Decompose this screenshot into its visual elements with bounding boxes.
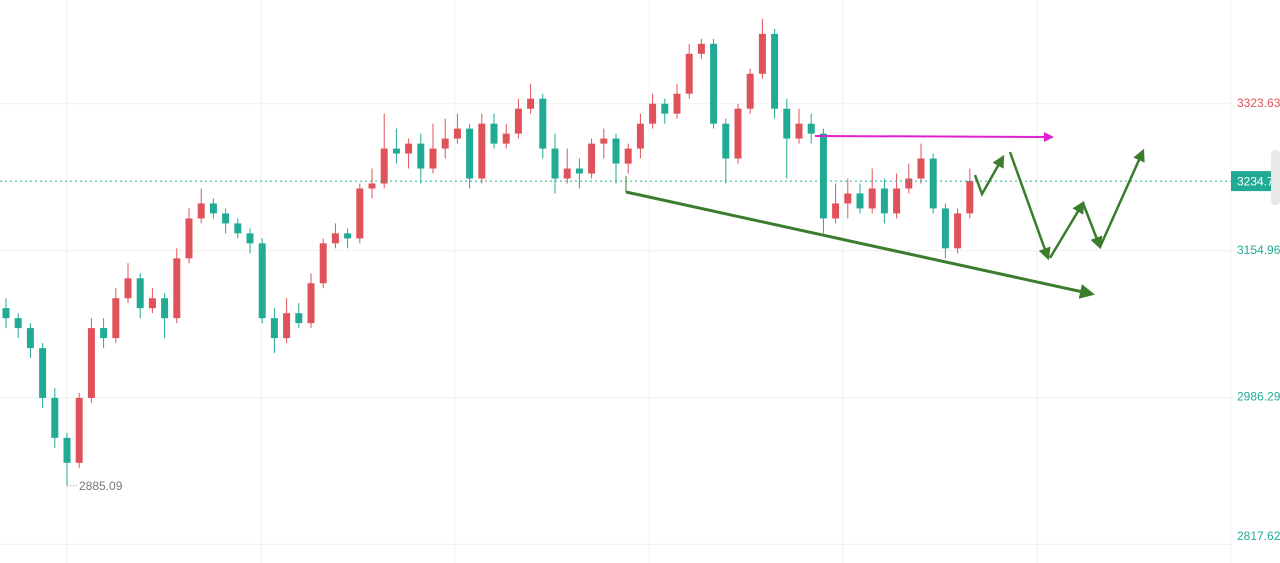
- candle-body: [331, 233, 339, 244]
- candle-body: [63, 437, 71, 463]
- candle-body: [685, 53, 693, 94]
- trend-arrow: [625, 190, 1095, 299]
- last-price-box: [1231, 171, 1280, 192]
- candle-body: [453, 128, 461, 139]
- candle-body: [258, 243, 266, 319]
- candle-body: [832, 203, 840, 219]
- candle-body: [478, 123, 486, 179]
- candle-body: [124, 278, 132, 299]
- candle-body: [917, 158, 925, 179]
- candle-body: [868, 188, 876, 209]
- candle-body: [112, 298, 120, 339]
- candle-body: [588, 143, 596, 174]
- y-tick-label: 3323.63: [1237, 96, 1280, 110]
- candle-body: [441, 138, 449, 149]
- candle-body: [673, 93, 681, 114]
- candle-body: [270, 318, 278, 339]
- candle-body: [722, 123, 730, 159]
- candle-body: [539, 98, 547, 149]
- candle-body: [246, 233, 254, 244]
- candle-body: [161, 298, 169, 319]
- candle-body: [356, 188, 364, 239]
- candle-body: [941, 208, 949, 249]
- candle-body: [771, 33, 779, 109]
- candle-body: [734, 108, 742, 159]
- candle-body: [514, 108, 522, 134]
- candle-body: [966, 181, 974, 214]
- candle-body: [697, 43, 705, 54]
- candle-body: [563, 168, 571, 179]
- candle-body: [612, 138, 620, 164]
- candle-body: [26, 328, 34, 349]
- candle-body: [429, 148, 437, 169]
- candle-body: [148, 298, 156, 309]
- resistance-arrow: [814, 131, 1054, 142]
- candle-body: [368, 183, 376, 189]
- candle-body: [893, 188, 901, 214]
- candle-body: [307, 283, 315, 324]
- forecast-arrow: [1008, 151, 1051, 261]
- candle-body: [795, 123, 803, 139]
- y-tick-label: 2817.62: [1237, 529, 1280, 543]
- candle-body: [392, 148, 400, 154]
- candle-body: [283, 313, 291, 339]
- candle-body: [856, 193, 864, 209]
- candle-body: [39, 348, 47, 398]
- candle-body: [344, 233, 352, 239]
- candle-body: [661, 103, 669, 114]
- low-label: 2885.09: [79, 479, 123, 493]
- candle-body: [905, 178, 913, 189]
- candle-body: [600, 138, 608, 144]
- candle-body: [844, 193, 852, 204]
- y-tick-label: 2986.29: [1237, 390, 1280, 404]
- candle-body: [649, 103, 657, 124]
- forecast-arrow: [1098, 148, 1145, 248]
- candle-body: [136, 278, 144, 309]
- forecast-arrow: [973, 154, 1005, 197]
- candle-body: [417, 143, 425, 169]
- candle-body: [75, 397, 83, 463]
- scroll-handle[interactable]: [1271, 150, 1280, 205]
- candle-body: [819, 133, 827, 219]
- candle-body: [929, 158, 937, 209]
- candle-body: [234, 223, 242, 234]
- candle-body: [880, 188, 888, 214]
- candle-body: [2, 308, 10, 319]
- candle-body: [209, 203, 217, 214]
- candle-body: [490, 123, 498, 144]
- vertical-grid: [66, 0, 1232, 563]
- candle-body: [636, 123, 644, 149]
- candle-body: [466, 128, 474, 179]
- candle-body: [527, 98, 535, 109]
- forecast-arrow: [1048, 200, 1085, 259]
- candle-body: [380, 148, 388, 184]
- candle-body: [502, 133, 510, 144]
- candle-body: [624, 148, 632, 164]
- candle-body: [14, 318, 22, 329]
- candle-body: [954, 213, 962, 249]
- candle-body: [87, 328, 95, 398]
- plot: 3323.63 3154.96 2986.29 2817.62 2885.09 3234.…: [0, 18, 1280, 545]
- candle-body: [222, 213, 230, 224]
- last-price-label: 3234.78: [1237, 174, 1280, 188]
- candle-body: [575, 168, 583, 174]
- candle-body: [746, 73, 754, 109]
- candle-body: [710, 43, 718, 124]
- forecast-arrow: [1081, 202, 1103, 250]
- candle-body: [295, 313, 303, 324]
- candle-body: [405, 143, 413, 154]
- candle-body: [319, 243, 327, 284]
- candle-body: [100, 328, 108, 339]
- candle-body: [551, 148, 559, 179]
- candle-body: [807, 123, 815, 134]
- candle-body: [185, 218, 193, 259]
- candle-body: [173, 258, 181, 319]
- candle-body: [51, 397, 59, 438]
- candle-body: [197, 203, 205, 219]
- candle-body: [783, 108, 791, 139]
- candle-body: [758, 33, 766, 74]
- y-tick-label: 3154.96: [1237, 243, 1280, 257]
- drawings: [625, 131, 1145, 299]
